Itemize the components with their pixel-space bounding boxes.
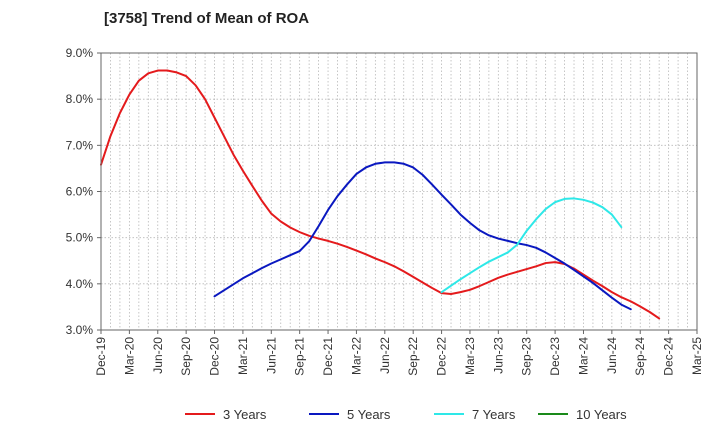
y-tick-label: 9.0% xyxy=(66,46,94,60)
legend-label: 5 Years xyxy=(347,407,391,422)
x-tick-label: Dec-20 xyxy=(208,337,222,376)
x-tick-label: Sep-24 xyxy=(633,337,647,376)
x-tick-label: Sep-20 xyxy=(179,337,193,376)
x-tick-label: Mar-22 xyxy=(349,337,363,375)
series-line xyxy=(213,161,632,311)
x-tick-label: Mar-25 xyxy=(690,337,704,375)
x-tick-label: Dec-22 xyxy=(435,337,449,376)
axis-layer: 3.0% 4.0% 5.0% 6.0% 7.0% 8.0% 9.0% Dec-19 Mar-20… xyxy=(66,46,704,376)
legend-label: 7 Years xyxy=(472,407,516,422)
x-tick-label: Jun-21 xyxy=(264,337,278,374)
x-tick-label: Mar-21 xyxy=(236,337,250,375)
y-tick-label: 8.0% xyxy=(66,92,94,106)
legend-label: 10 Years xyxy=(576,407,627,422)
legend: 3 Years 5 Years 7 Years 10 Years xyxy=(185,407,627,422)
x-tick-label: Jun-23 xyxy=(491,337,505,374)
x-tick-label: Mar-23 xyxy=(463,337,477,375)
x-tick-label: Dec-23 xyxy=(548,337,562,376)
chart-title: [3758] Trend of Mean of ROA xyxy=(104,10,310,27)
series-line xyxy=(440,197,623,294)
legend-label: 3 Years xyxy=(223,407,267,422)
x-tick-label: Dec-24 xyxy=(662,337,676,376)
x-tick-label: Sep-21 xyxy=(293,337,307,376)
x-tick-label: Jun-22 xyxy=(378,337,392,374)
y-tick-label: 6.0% xyxy=(66,185,94,199)
y-tick-label: 7.0% xyxy=(66,138,94,152)
x-tick-label: Jun-24 xyxy=(605,337,619,374)
x-tick-label: Dec-19 xyxy=(94,337,108,376)
x-tick-label: Sep-22 xyxy=(406,337,420,376)
series-layer xyxy=(100,69,661,320)
x-tick-label: Sep-23 xyxy=(520,337,534,376)
x-tick-label: Jun-20 xyxy=(151,337,165,374)
y-tick-label: 5.0% xyxy=(66,231,94,245)
x-tick-label: Mar-24 xyxy=(576,337,590,375)
x-tick-label: Mar-20 xyxy=(122,337,136,375)
y-tick-label: 4.0% xyxy=(66,277,94,291)
series-line xyxy=(100,69,661,320)
y-tick-label: 3.0% xyxy=(66,323,94,337)
x-tick-label: Dec-21 xyxy=(321,337,335,376)
